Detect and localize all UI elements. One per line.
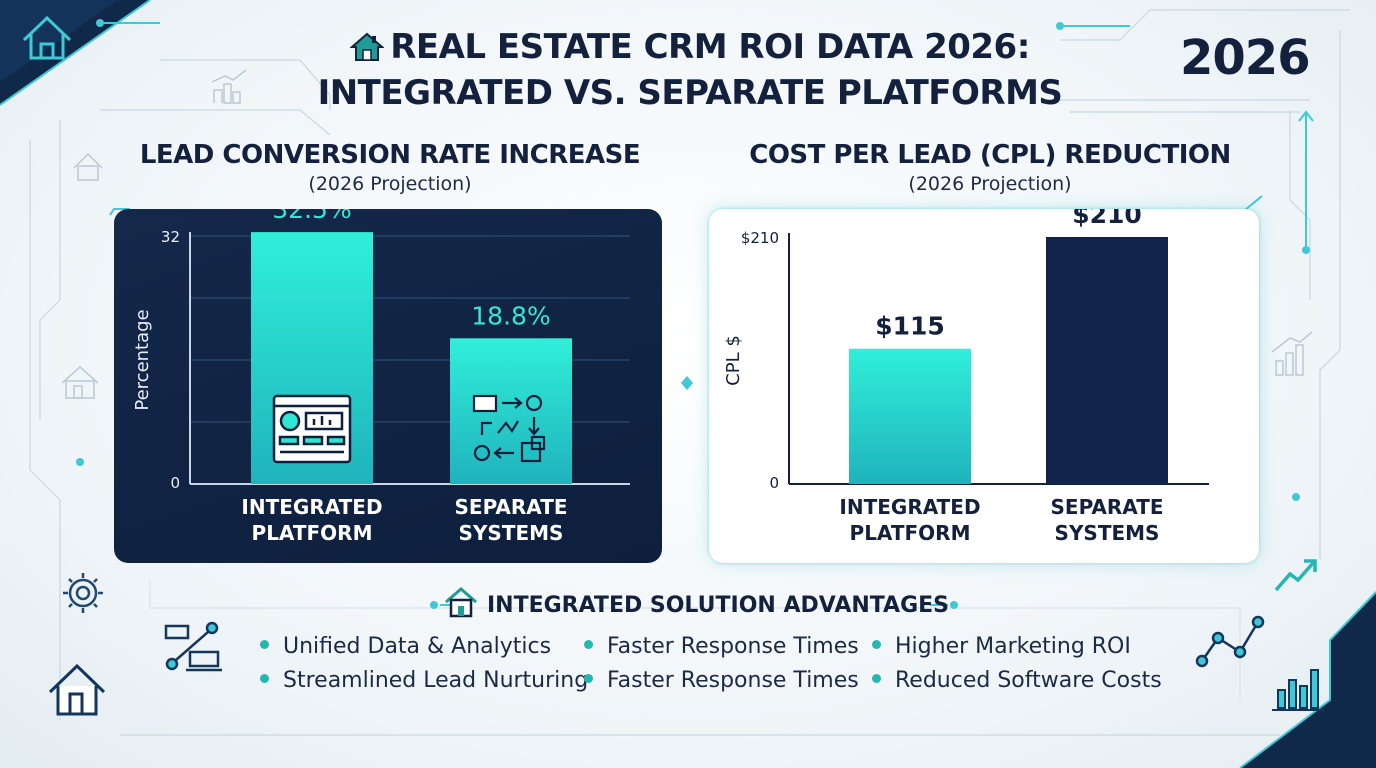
house-icon-top-left xyxy=(22,15,72,60)
advantage-item: Faster Response Times xyxy=(584,667,859,695)
category-label: INTEGRATED xyxy=(241,495,382,519)
corner-bottom-right xyxy=(1240,592,1376,768)
bar xyxy=(1046,237,1168,484)
house-icon xyxy=(349,30,385,72)
data-label: $210 xyxy=(1072,209,1142,229)
year-badge: 2026 xyxy=(1180,30,1311,86)
bullet-dot xyxy=(260,640,269,649)
chart2-subtitle: (2026 Projection) xyxy=(908,173,1072,195)
chart1-title: LEAD CONVERSION RATE INCREASE xyxy=(139,140,641,170)
chart2-title: COST PER LEAD (CPL) REDUCTION xyxy=(749,140,1231,170)
category-label: SEPARATE xyxy=(1051,495,1164,519)
y-tick-label: $210 xyxy=(741,229,779,247)
advantage-item: Streamlined Lead Nurturing xyxy=(260,667,588,695)
y-tick-label: 32 xyxy=(161,228,180,246)
category-label: INTEGRATED xyxy=(839,495,980,519)
advantages-header: INTEGRATED SOLUTION ADVANTAGES xyxy=(445,587,949,622)
category-label: SEPARATE xyxy=(455,495,568,519)
bar-chart-icon xyxy=(1272,669,1324,711)
title-line-1: REAL ESTATE CRM ROI DATA 2026: xyxy=(300,26,1080,72)
data-label: 18.8% xyxy=(471,301,550,330)
workflow-icon xyxy=(472,394,546,463)
bar xyxy=(849,348,971,484)
y-tick-label: 0 xyxy=(769,474,779,492)
line-chart-icon xyxy=(1195,615,1265,668)
data-label: $115 xyxy=(875,312,945,341)
bullet-dot xyxy=(872,640,881,649)
house-icon xyxy=(443,586,479,624)
bullet-dot xyxy=(260,674,269,683)
advantage-item: Faster Response Times xyxy=(584,633,859,661)
category-label: SYSTEMS xyxy=(1055,521,1160,545)
dashboard-icon xyxy=(272,394,352,464)
bullet-dot xyxy=(584,640,593,649)
advantage-item: Unified Data & Analytics xyxy=(260,633,551,661)
chart1-panel: 32 0 Percentage 32.5% INTEGRATED PLATFORM 18.8… xyxy=(114,209,662,563)
y-axis-label: CPL $ xyxy=(723,335,744,386)
house-icon-bottom-left xyxy=(48,663,106,716)
workflow-icon-bottom xyxy=(164,621,222,672)
advantages-title: INTEGRATED SOLUTION ADVANTAGES xyxy=(486,592,950,618)
data-label: 32.5% xyxy=(272,209,351,224)
trend-arrow-icon xyxy=(1274,559,1317,592)
page-title: REAL ESTATE CRM ROI DATA 2026: INTEGRATE… xyxy=(300,26,1080,114)
advantage-item: Reduced Software Costs xyxy=(872,667,1162,695)
bullet-dot xyxy=(872,674,881,683)
gear-icon xyxy=(63,573,103,613)
y-tick-label: 0 xyxy=(170,474,180,492)
title-text-1: REAL ESTATE CRM ROI DATA 2026: xyxy=(390,27,1030,67)
category-label: PLATFORM xyxy=(850,521,971,545)
title-line-2: INTEGRATED VS. SEPARATE PLATFORMS xyxy=(317,73,1063,113)
category-label: PLATFORM xyxy=(252,521,373,545)
chart2-panel: $210 0 CPL $ $115 INTEGRATED PLATFORM $210 SEPA… xyxy=(709,209,1259,563)
bullet-dot xyxy=(584,674,593,683)
y-axis-label: Percentage xyxy=(132,309,153,410)
category-label: SYSTEMS xyxy=(459,521,564,545)
bar xyxy=(450,338,572,484)
chart1-subtitle: (2026 Projection) xyxy=(308,173,472,195)
advantage-item: Higher Marketing ROI xyxy=(872,633,1131,661)
